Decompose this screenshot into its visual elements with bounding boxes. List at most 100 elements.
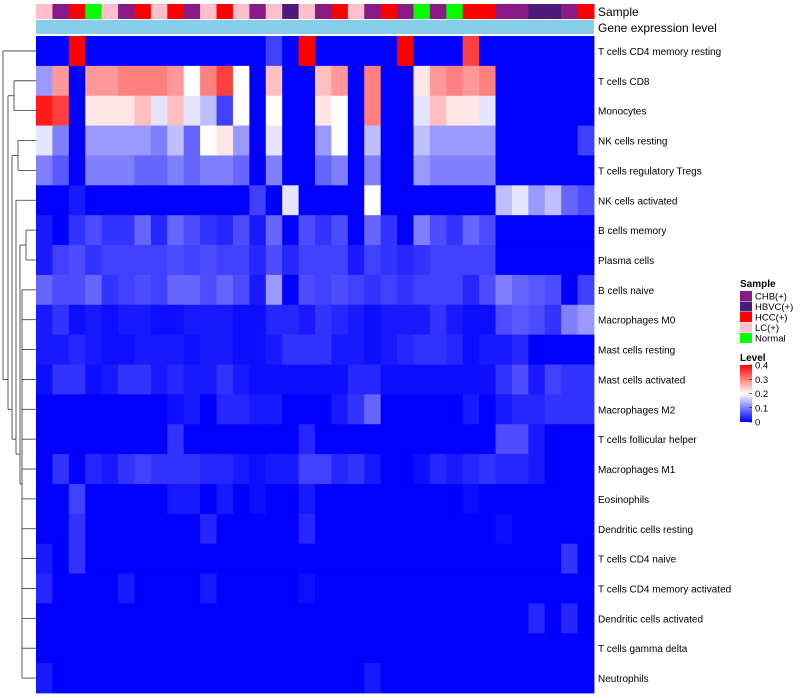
heatmap-cell xyxy=(36,513,53,545)
legend-level-label: 0.3 xyxy=(755,375,768,386)
heatmap-cell xyxy=(528,65,546,97)
heatmap-cell xyxy=(232,573,250,604)
heatmap-cell xyxy=(315,633,332,664)
heatmap-cell xyxy=(150,304,168,336)
heatmap-cell xyxy=(315,603,332,634)
heatmap-cell xyxy=(561,454,578,485)
heatmap-cell xyxy=(118,663,135,694)
heatmap-cell xyxy=(561,304,578,336)
heatmap-cell xyxy=(52,394,70,425)
heatmap-cell xyxy=(446,663,464,694)
heatmap-cell xyxy=(85,274,103,306)
heatmap-cell xyxy=(397,245,414,276)
heatmap-cell xyxy=(577,215,595,246)
heatmap-cell xyxy=(52,185,70,216)
heatmap-cell xyxy=(232,483,250,515)
heatmap-cell xyxy=(85,603,103,634)
heatmap-cell xyxy=(150,543,168,574)
heatmap-cell xyxy=(200,155,217,186)
heatmap-cell xyxy=(232,155,250,186)
heatmap-cell xyxy=(232,394,250,425)
heatmap-cell xyxy=(380,483,398,515)
heatmap-cell xyxy=(479,36,496,67)
heatmap-cell xyxy=(413,663,431,694)
heatmap-cell xyxy=(183,663,201,694)
heatmap-cell xyxy=(331,65,349,97)
heatmap-cell xyxy=(511,454,529,485)
heatmap-cell xyxy=(150,573,168,604)
heatmap-cell xyxy=(528,245,546,276)
heatmap-cell xyxy=(479,513,496,545)
heatmap-cell xyxy=(249,633,267,664)
heatmap-cell xyxy=(380,274,398,306)
heatmap-cell xyxy=(544,155,562,186)
heatmap-cell xyxy=(479,215,496,246)
heatmap-cell xyxy=(85,573,103,604)
heatmap-cell xyxy=(511,543,529,574)
sample-annotation-cell xyxy=(315,4,332,19)
heatmap-cell xyxy=(446,394,464,425)
heatmap-cell xyxy=(68,424,86,455)
heatmap-cell xyxy=(232,125,250,156)
heatmap-cell xyxy=(397,394,414,425)
heatmap-cell xyxy=(249,215,267,246)
heatmap-cell xyxy=(429,483,447,515)
heatmap-cell xyxy=(413,394,431,425)
heatmap-cell xyxy=(577,513,595,545)
heatmap-cell xyxy=(101,185,119,216)
heatmap-cell xyxy=(429,603,447,634)
heatmap-cell xyxy=(561,633,578,664)
heatmap-cell xyxy=(52,454,70,485)
heatmap-cell xyxy=(479,245,496,276)
heatmap-cell xyxy=(380,543,398,574)
heatmap-cell xyxy=(265,573,283,604)
heatmap-cell xyxy=(413,543,431,574)
heatmap-cell xyxy=(495,483,513,515)
sample-annotation-cell xyxy=(347,4,365,19)
heatmap-cell xyxy=(462,155,480,186)
row-label: T cells CD4 naive xyxy=(598,555,677,566)
row-label: B cells naive xyxy=(598,286,655,297)
heatmap-cell xyxy=(232,185,250,216)
heatmap-cell xyxy=(479,543,496,574)
heatmap-cell xyxy=(282,573,299,604)
heatmap-cell xyxy=(265,513,283,545)
heatmap-cell xyxy=(249,65,267,97)
heatmap-cell xyxy=(331,454,349,485)
heatmap-cell xyxy=(282,274,299,306)
heatmap-cell xyxy=(216,274,234,306)
heatmap-cell xyxy=(544,483,562,515)
heatmap-cell xyxy=(68,633,86,664)
heatmap-cell xyxy=(265,125,283,156)
heatmap-cell xyxy=(85,454,103,485)
heatmap-cell xyxy=(380,215,398,246)
heatmap-cell xyxy=(150,513,168,545)
heatmap-cell xyxy=(265,245,283,276)
heatmap-cell xyxy=(331,573,349,604)
heatmap-cell xyxy=(331,663,349,694)
heatmap-cell xyxy=(397,663,414,694)
heatmap-cell xyxy=(134,274,152,306)
heatmap-cell xyxy=(134,394,152,425)
heatmap-cell xyxy=(429,36,447,67)
heatmap-cell xyxy=(134,513,152,545)
heatmap-cell xyxy=(397,65,414,97)
sample-annotation-cell xyxy=(298,4,316,19)
heatmap-cell xyxy=(36,633,53,664)
annotation-bars xyxy=(36,4,595,34)
heatmap-cell xyxy=(265,603,283,634)
heatmap-cell xyxy=(150,215,168,246)
heatmap-cell xyxy=(68,65,86,97)
heatmap-cell xyxy=(429,573,447,604)
heatmap-cell xyxy=(298,215,316,246)
heatmap-cell xyxy=(216,603,234,634)
heatmap-cell xyxy=(462,543,480,574)
heatmap-cell xyxy=(68,36,86,67)
heatmap-cell xyxy=(315,245,332,276)
heatmap-cell xyxy=(36,185,53,216)
sample-annotation-cell xyxy=(577,4,595,19)
heatmap-cell xyxy=(364,633,382,664)
heatmap-cell xyxy=(68,245,86,276)
heatmap-cell xyxy=(429,334,447,365)
legend-sample-swatch xyxy=(740,291,752,301)
